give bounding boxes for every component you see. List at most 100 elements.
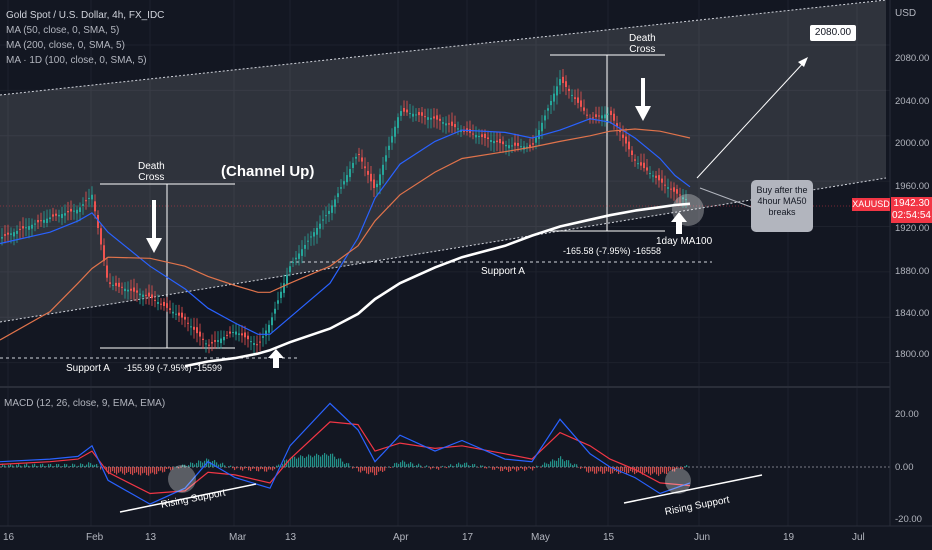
macd-histogram-bar (364, 467, 366, 471)
candle-body (406, 109, 408, 113)
macd-histogram-bar (176, 466, 178, 468)
candle-body (325, 215, 327, 217)
macd-histogram-bar (506, 467, 508, 470)
candle-body (247, 335, 249, 340)
macd-histogram-bar (292, 456, 294, 467)
candle-body (397, 117, 399, 128)
macd-histogram-bar (98, 466, 100, 468)
candle-body (361, 157, 363, 162)
price-tick: 1880.00 (895, 266, 930, 277)
macd-legend[interactable]: MACD (12, 26, close, 9, EMA, EMA) (4, 398, 166, 409)
candle-body (679, 194, 681, 196)
macd-histogram-bar (96, 464, 98, 467)
macd-histogram-bar (444, 467, 446, 468)
candle-body (199, 331, 201, 337)
candle-body (67, 210, 69, 213)
candle-body (439, 118, 441, 121)
macd-histogram-bar (564, 461, 566, 467)
macd-histogram-bar (546, 463, 548, 467)
macd-histogram-bar (352, 467, 354, 469)
macd-histogram-bar (58, 464, 60, 467)
macd-histogram-bar (298, 457, 300, 467)
macd-histogram-bar (534, 467, 536, 469)
candle-body (13, 232, 15, 237)
candle-body (280, 291, 282, 298)
candle-body (4, 234, 6, 236)
candle-body (616, 123, 618, 127)
candle-body (637, 163, 639, 165)
macd-histogram-bar (430, 467, 432, 470)
macd-histogram-bar (194, 464, 196, 467)
macd-histogram-bar (558, 458, 560, 467)
price-series-lines (0, 118, 691, 368)
macd-histogram-bar (502, 467, 504, 471)
time-tick: Feb (86, 532, 104, 543)
macd-histogram-bar (88, 462, 90, 467)
macd-histogram-bar (322, 454, 324, 467)
candle-body (391, 136, 393, 143)
macd-histogram-bar (574, 463, 576, 467)
candle-body (568, 88, 570, 91)
macd-histogram-bar (560, 456, 562, 467)
macd-histogram-bar (260, 467, 262, 470)
currency-label: USD (895, 8, 917, 19)
candle-body (283, 283, 285, 293)
macd-histogram-bar (268, 467, 270, 470)
candle-body (502, 141, 504, 145)
macd-histogram-bar (232, 467, 234, 469)
macd-histogram-bar (422, 467, 424, 468)
time-tick: 19 (783, 532, 795, 543)
macd-histogram-bar (428, 467, 430, 468)
candle-body (58, 214, 60, 217)
macd-histogram-bar (408, 463, 410, 467)
legend-ma200[interactable]: MA (200, close, 0, SMA, 5) (6, 40, 125, 51)
macd-histogram-bar (14, 466, 16, 468)
macd-histogram-bar (10, 463, 12, 467)
candle-body (595, 114, 597, 118)
candle-body (73, 210, 75, 212)
macd-histogram-bar (622, 467, 624, 472)
candle-body (172, 311, 174, 314)
candle-body (106, 265, 108, 278)
candle-body (646, 167, 648, 171)
candle-body (49, 217, 51, 220)
candle-body (454, 124, 456, 128)
macd-histogram-bar (670, 467, 672, 470)
candle-body (169, 308, 171, 310)
macd-histogram-bar (544, 462, 546, 467)
macd-histogram-bar (122, 467, 124, 474)
macd-histogram-bar (442, 465, 444, 467)
macd-line (0, 402, 691, 505)
candle-body (334, 199, 336, 207)
macd-histogram-bar (436, 467, 438, 469)
macd-histogram-bar (518, 467, 520, 471)
candle-body (613, 113, 615, 121)
drop-measure-label-1: -155.99 (-7.95%) -15599 (124, 363, 223, 373)
candle-body (664, 184, 666, 186)
macd-histogram-bar (682, 467, 684, 469)
macd-histogram-bar (580, 467, 582, 469)
macd-histogram-bar (214, 460, 216, 467)
macd-histogram-bar (330, 453, 332, 467)
candle-body (22, 226, 24, 229)
macd-histogram-bar (528, 467, 530, 468)
macd-histogram-bar (262, 467, 264, 470)
legend-ma50[interactable]: MA (50, close, 0, SMA, 5) (6, 25, 120, 36)
macd-histogram-bar (78, 465, 80, 467)
macd-histogram-bar (208, 459, 210, 467)
macd-histogram-bar (308, 454, 310, 467)
candle-body (355, 156, 357, 159)
macd-histogram-bar (90, 463, 92, 467)
macd-histogram-bar (388, 466, 390, 468)
candle-body (145, 294, 147, 296)
macd-histogram-bar (158, 467, 160, 472)
macd-histogram-bar (2, 463, 4, 467)
legend-ma100-daily[interactable]: MA · 1D (100, close, 0, SMA, 5) (6, 55, 147, 66)
macd-histogram-bar (128, 467, 130, 472)
candle-body (214, 340, 216, 342)
macd-histogram-bar (316, 453, 318, 467)
macd-histogram-bar (440, 467, 442, 468)
macd-histogram-bar (288, 460, 290, 467)
macd-histogram-bar (420, 465, 422, 467)
